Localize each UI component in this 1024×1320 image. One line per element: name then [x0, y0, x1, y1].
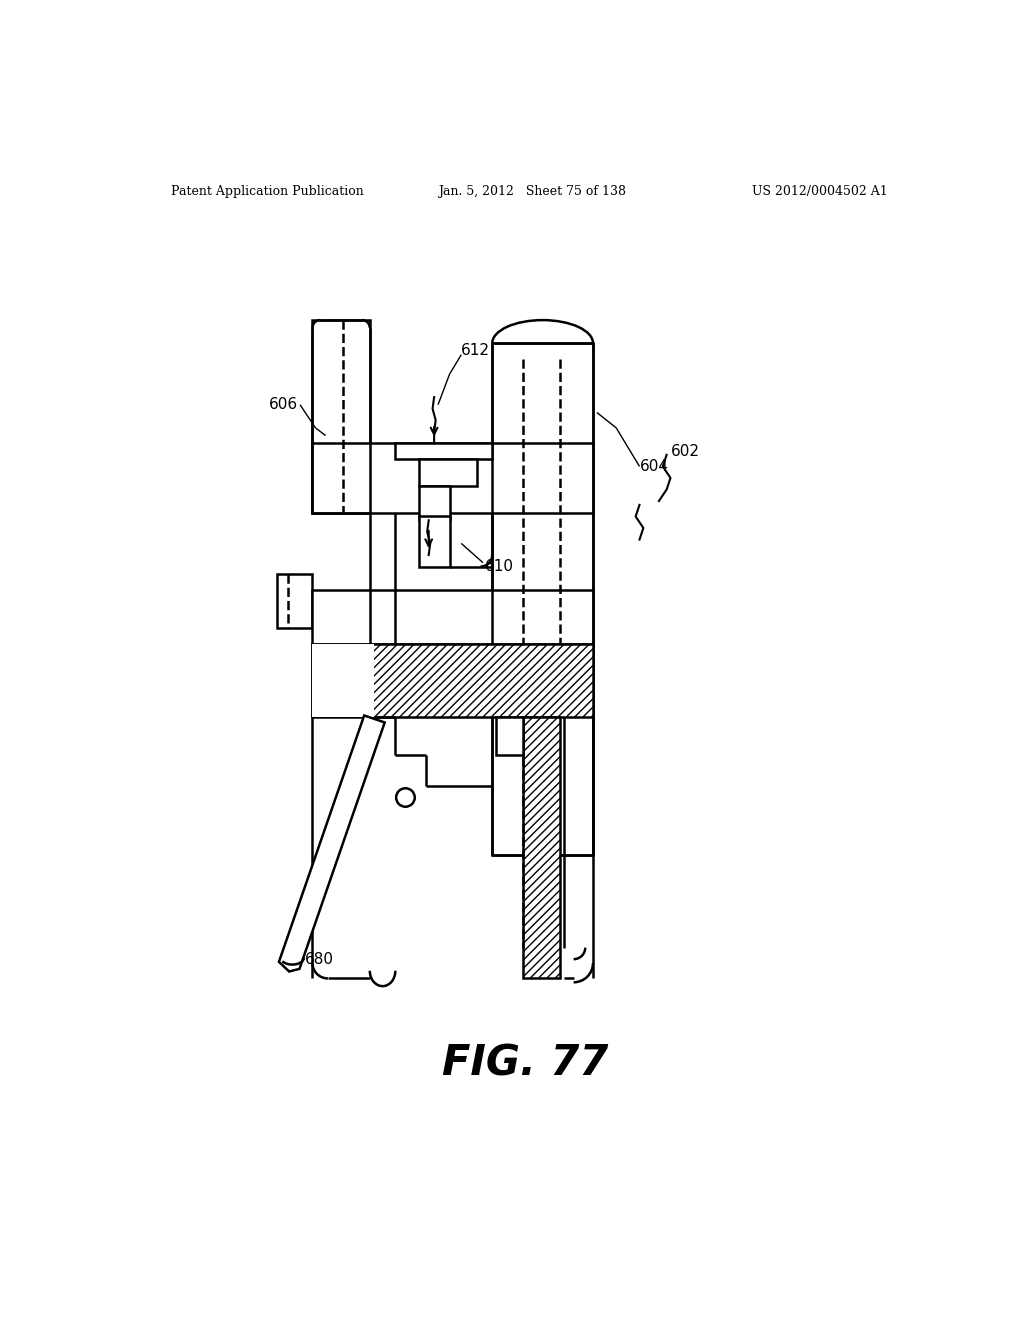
Text: US 2012/0004502 A1: US 2012/0004502 A1 — [752, 185, 888, 198]
Text: 604: 604 — [640, 459, 669, 474]
Polygon shape — [312, 590, 593, 644]
Polygon shape — [419, 516, 450, 566]
Text: 680: 680 — [305, 952, 334, 966]
Text: 606: 606 — [269, 397, 299, 412]
Polygon shape — [496, 717, 523, 755]
Polygon shape — [312, 321, 370, 512]
Text: 610: 610 — [484, 558, 513, 574]
Text: Jan. 5, 2012   Sheet 75 of 138: Jan. 5, 2012 Sheet 75 of 138 — [438, 185, 626, 198]
Polygon shape — [276, 574, 312, 628]
Polygon shape — [312, 444, 593, 512]
Polygon shape — [395, 444, 493, 459]
Text: FIG. 77: FIG. 77 — [441, 1043, 608, 1084]
Text: 612: 612 — [461, 343, 490, 359]
Text: 602: 602 — [671, 444, 699, 458]
Polygon shape — [312, 644, 593, 717]
Polygon shape — [523, 717, 560, 978]
Polygon shape — [419, 486, 450, 520]
Polygon shape — [493, 343, 593, 855]
Polygon shape — [419, 459, 477, 486]
Polygon shape — [279, 715, 385, 972]
Circle shape — [396, 788, 415, 807]
Text: Patent Application Publication: Patent Application Publication — [171, 185, 364, 198]
Polygon shape — [312, 644, 374, 717]
